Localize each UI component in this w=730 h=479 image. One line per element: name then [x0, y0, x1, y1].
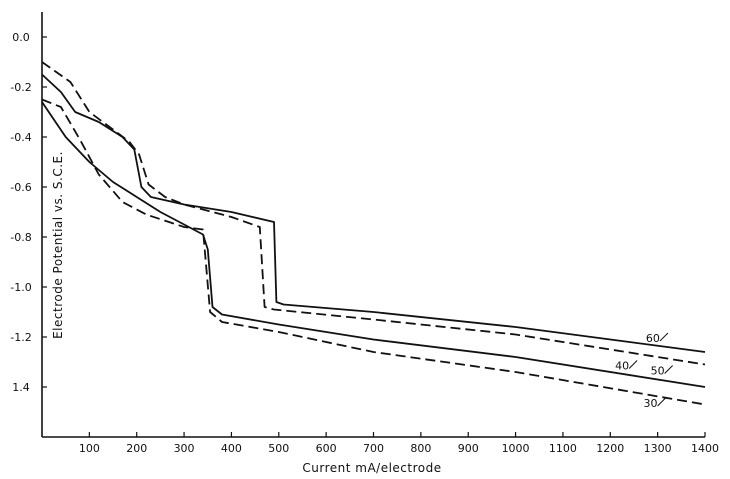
x-tick-label: 800 [410, 442, 431, 455]
series-line-30 [41, 98, 706, 406]
x-tick-label: 1300 [644, 442, 672, 455]
x-tick-label: 500 [268, 442, 289, 455]
x-tick-label: 700 [363, 442, 384, 455]
x-tick-label: 200 [126, 442, 147, 455]
curve-label-leader [664, 365, 673, 374]
curve-label-60: 60 [646, 332, 660, 345]
y-axis-ticks: 0.0 -0.2 -0.4 -0.6 -0.8 -1.0 -1.2 1.4 [10, 31, 47, 394]
x-tick-label: 1200 [596, 442, 624, 455]
y-tick-label: -0.4 [10, 131, 31, 144]
series-group [41, 61, 706, 406]
x-tick-label: 1000 [502, 442, 530, 455]
series-line-60 [41, 73, 706, 353]
x-tick-label: 600 [316, 442, 337, 455]
x-tick-label: 300 [174, 442, 195, 455]
x-tick-label: 400 [221, 442, 242, 455]
y-tick-label: -0.8 [10, 231, 31, 244]
y-tick-label: 0.0 [12, 31, 30, 44]
curve-label-leader [657, 397, 666, 407]
y-axis-title: Electrode Potential vs. S.C.E. [51, 151, 65, 339]
x-axis-title: Current mA/electrode [302, 461, 441, 475]
curve-label-leader [628, 360, 638, 369]
y-tick-label: -0.6 [10, 181, 31, 194]
curve-label-40: 40 [615, 360, 629, 373]
series-line-40 [41, 101, 706, 388]
y-tick-label: 1.4 [12, 381, 30, 394]
curve-labels: 60 50 40 30 [615, 332, 673, 410]
x-tick-label: 100 [79, 442, 100, 455]
y-tick-label: -1.0 [10, 281, 31, 294]
y-tick-label: -1.2 [10, 331, 31, 344]
x-tick-label: 1400 [691, 442, 719, 455]
curve-label-leader [659, 332, 669, 342]
y-tick-label: -0.2 [10, 81, 31, 94]
x-axis-ticks: 100 200 300 400 500 600 700 800 900 1000 1100 1200 1… [79, 432, 719, 455]
x-tick-label: 900 [458, 442, 479, 455]
curve-label-50: 50 [651, 365, 665, 378]
curve-label-30: 30 [644, 397, 658, 410]
series-line-50 [41, 61, 706, 366]
x-tick-label: 1100 [549, 442, 577, 455]
axes [41, 12, 705, 438]
